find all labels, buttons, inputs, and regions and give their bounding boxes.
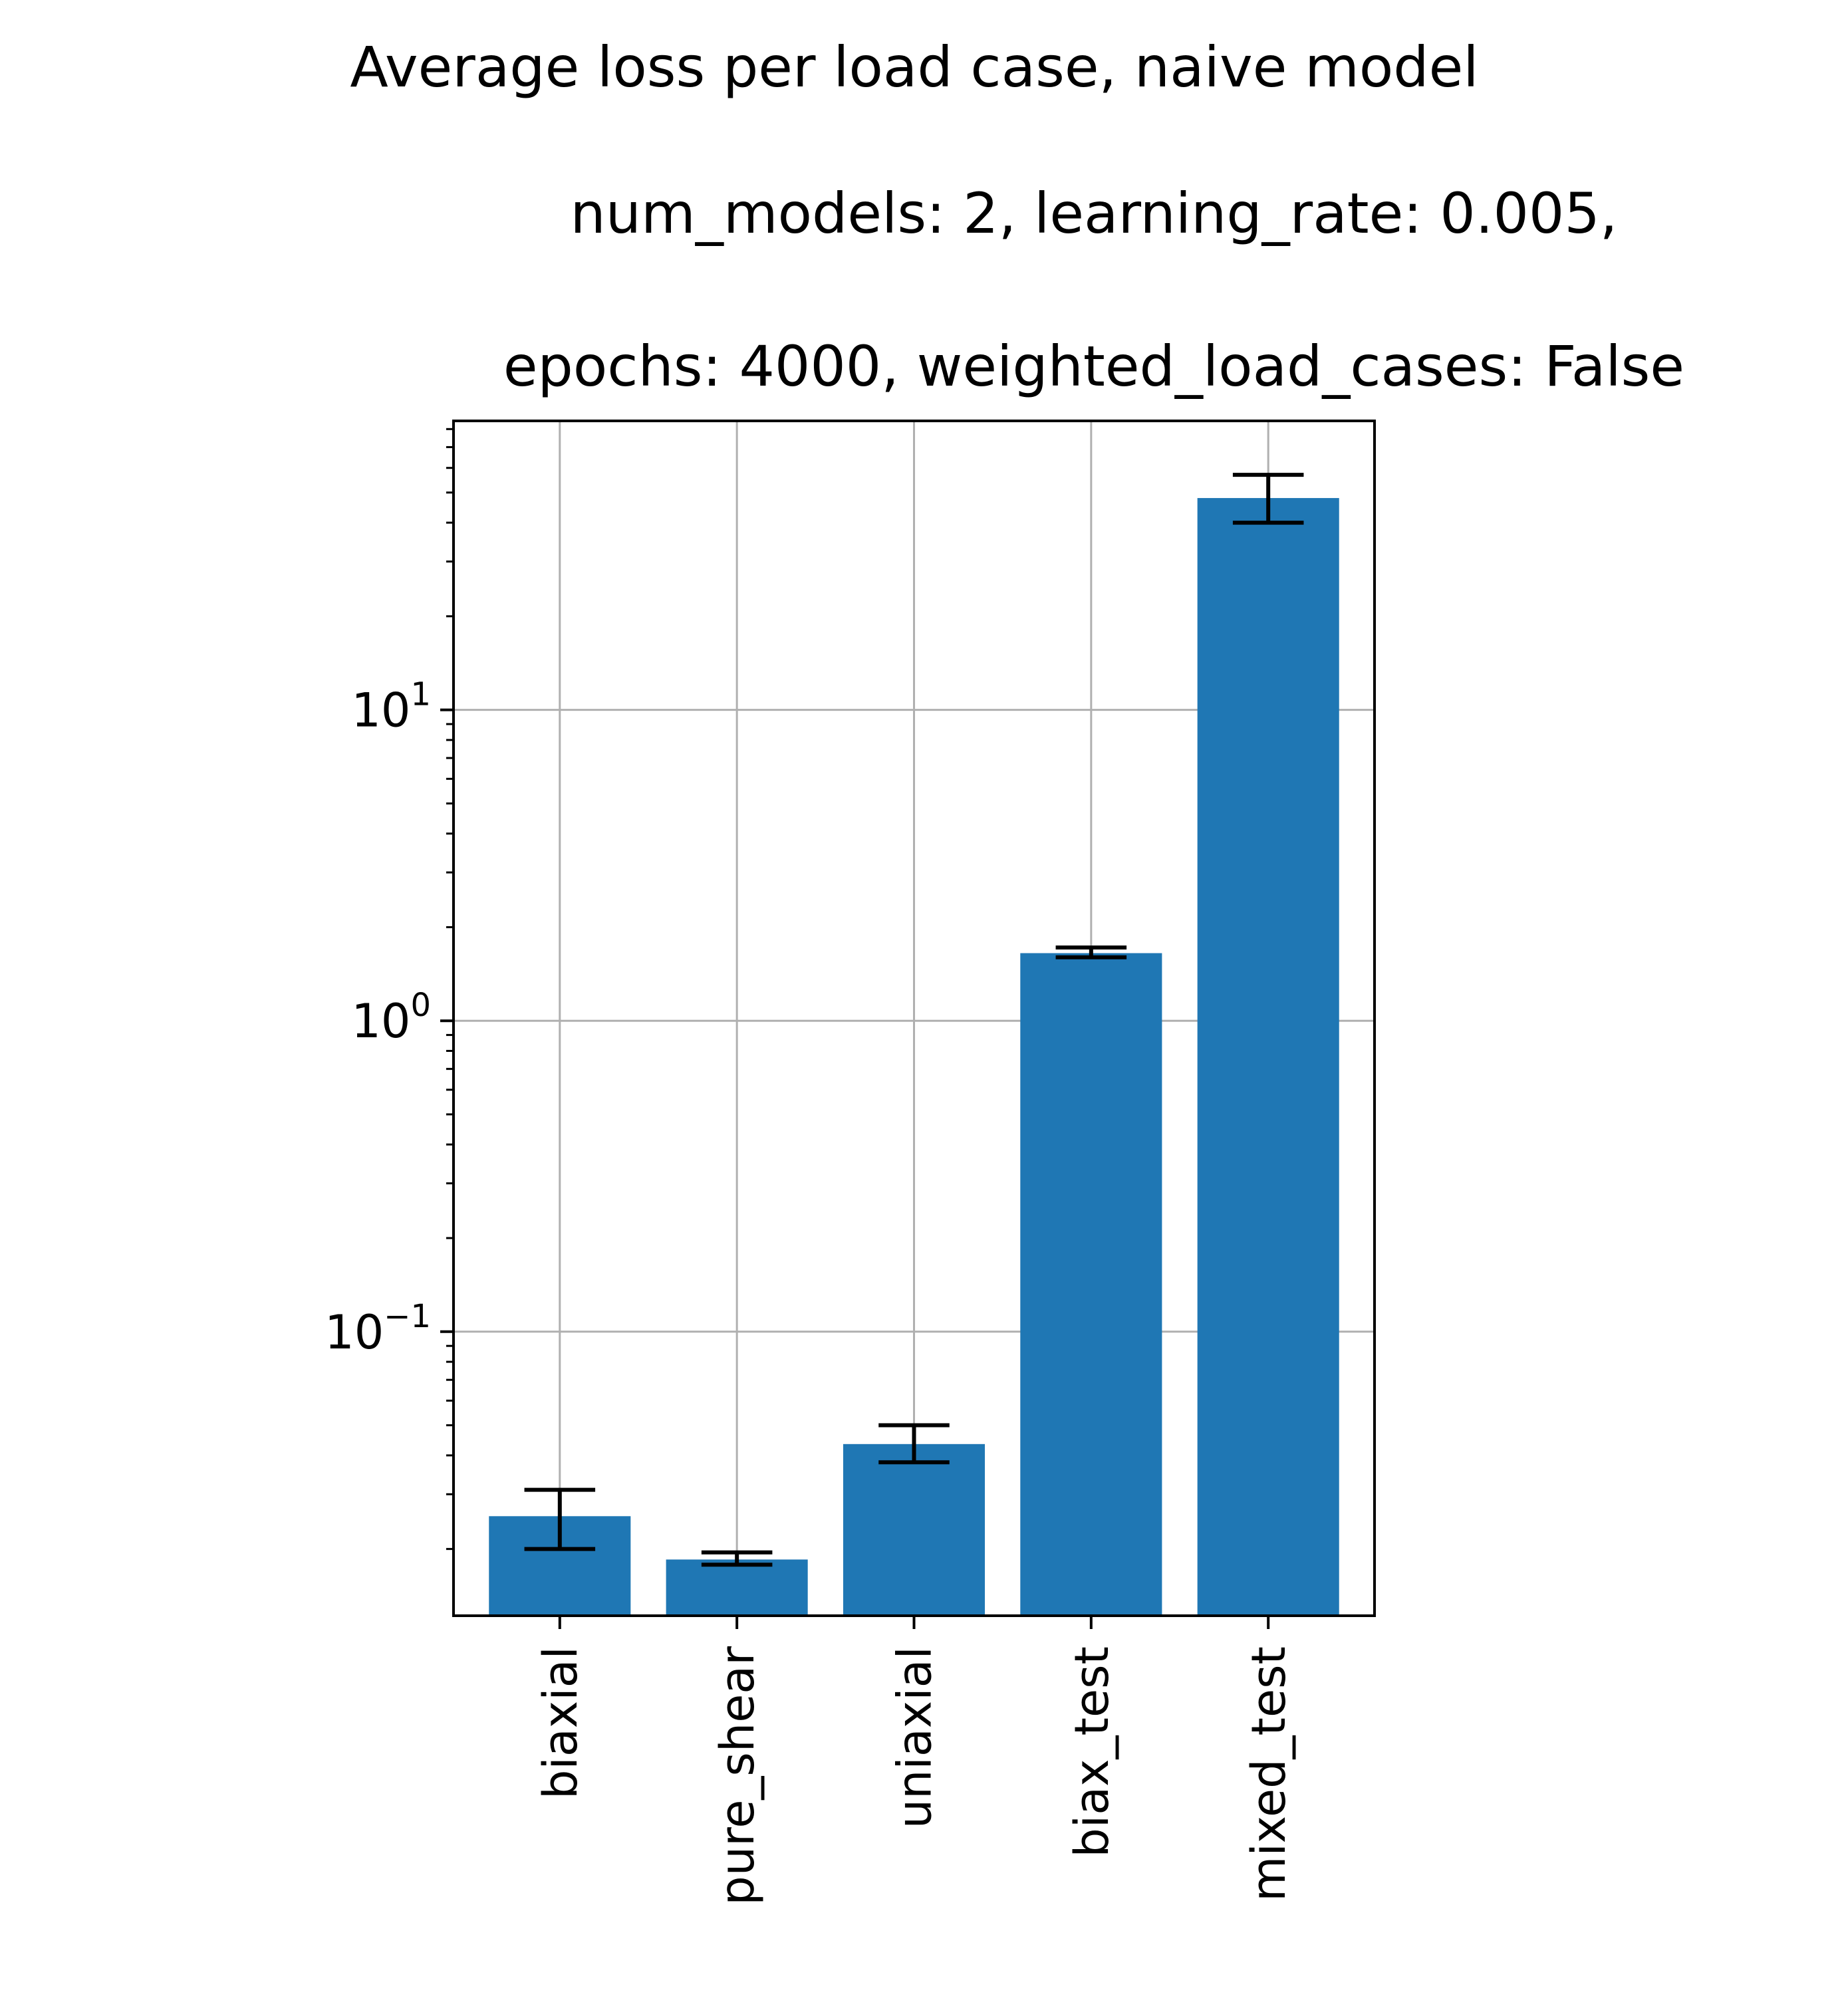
bar-biax_test: [1020, 953, 1162, 1616]
error-bars: [524, 473, 1304, 1567]
chart-title-line-2: num_models: 2, learning_rate: 0.005,: [571, 181, 1618, 246]
bar-uniaxial: [843, 1444, 986, 1616]
chart-title-line-3: epochs: 4000, weighted_load_cases: False: [503, 334, 1684, 399]
y-tick-label: 101: [351, 676, 431, 738]
bar-mixed_test: [1197, 498, 1339, 1616]
x-axis-ticks: biaxial pure_shear uniaxial biax_test mixed_…: [533, 1616, 1296, 1906]
x-tick-label-pure_shear: pure_shear: [710, 1646, 765, 1906]
x-tick-label-biax_test: biax_test: [1065, 1646, 1119, 1858]
chart-title-line-1: Average loss per load case, naive model: [350, 35, 1478, 100]
y-tick-label: 100: [351, 987, 431, 1049]
bar-pure_shear: [666, 1559, 808, 1616]
y-tick-label: 10−1: [325, 1298, 431, 1360]
x-tick-label-uniaxial: uniaxial: [888, 1646, 942, 1828]
y-axis-ticks: 10−1 100 101: [325, 428, 454, 1551]
x-tick-label-mixed_test: mixed_test: [1242, 1646, 1296, 1902]
x-tick-label-biaxial: biaxial: [533, 1646, 588, 1799]
bars: [489, 498, 1339, 1616]
